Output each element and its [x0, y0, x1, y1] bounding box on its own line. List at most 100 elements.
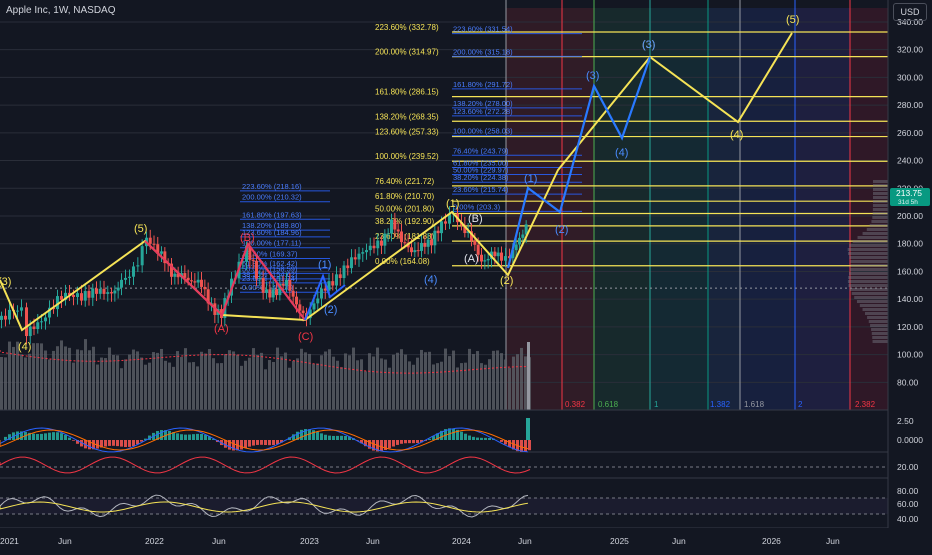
candle-body — [113, 291, 116, 294]
macd-bar — [464, 434, 467, 440]
volume-profile-bar — [871, 328, 888, 331]
volume-bar — [508, 368, 511, 410]
macd-bar — [392, 440, 395, 446]
macd-bar — [248, 440, 251, 447]
candle-body — [521, 235, 524, 238]
macd-bar — [108, 440, 111, 446]
macd-bar — [180, 434, 183, 440]
fib-time-zone — [650, 8, 708, 410]
candle-body — [433, 231, 436, 246]
candle-body — [376, 241, 379, 249]
macd-bar — [104, 440, 107, 447]
time-fib-label: 1.618 — [744, 400, 765, 409]
candle-body — [335, 274, 338, 285]
time-axis-label: 2025 — [610, 536, 629, 546]
candle-body — [430, 240, 433, 246]
macd-bar — [68, 438, 71, 440]
volume-bar — [480, 363, 483, 410]
candle-body — [500, 253, 503, 261]
candle-body — [106, 292, 109, 294]
macd-bar — [336, 436, 339, 440]
candle-body — [316, 298, 319, 303]
macd-bar — [56, 432, 59, 440]
candle-body — [33, 326, 36, 329]
yellow-wave-label: (1) — [446, 198, 459, 210]
volume-profile-bar — [873, 208, 888, 211]
volume-bar — [124, 359, 127, 410]
volume-bar — [160, 349, 163, 410]
volume-bar — [48, 359, 51, 410]
volume-bar — [404, 355, 407, 410]
macd-tick: 2.50 — [897, 416, 914, 426]
fib-level-label: 100.00% (239.52) — [375, 152, 439, 161]
candle-body — [515, 244, 518, 250]
macd-bar — [488, 438, 491, 440]
candle-body — [203, 287, 206, 289]
macd-bar — [468, 436, 471, 440]
candle-body — [343, 265, 346, 278]
volume-bar — [168, 363, 171, 410]
volume-profile-bar — [873, 180, 888, 183]
macd-bar — [52, 432, 55, 440]
volume-profile-bar — [867, 228, 888, 231]
fib2-level-label: 0.00% (203.3) — [453, 202, 501, 211]
volume-bar — [280, 356, 283, 410]
red-wave-label: (C) — [298, 331, 313, 343]
candle-body — [117, 288, 120, 291]
macd-bar — [476, 438, 479, 440]
volume-bar — [244, 361, 247, 410]
candle-body — [361, 252, 364, 254]
candle-body — [518, 238, 521, 245]
volume-bar — [156, 353, 159, 410]
rsi-tick: 40.00 — [897, 514, 919, 524]
volume-bar — [372, 356, 375, 410]
candle-body — [173, 274, 176, 277]
macd-bar — [520, 440, 523, 452]
volume-bar — [92, 347, 95, 410]
current-price-countdown: 31d 5h — [898, 199, 918, 206]
time-axis-label: Jun — [518, 536, 532, 546]
volume-bar — [240, 366, 243, 410]
fib-time-zone — [795, 8, 850, 410]
yellow-wave-label: (3) — [0, 276, 11, 288]
time-axis-label: Jun — [826, 536, 840, 546]
volume-bar — [8, 342, 11, 410]
macd-bar — [64, 435, 67, 440]
volume-bar — [204, 354, 207, 410]
fib-level-label: 200.00% (314.97) — [375, 48, 439, 57]
volume-profile-bar — [857, 300, 888, 303]
volume-profile-bar — [848, 280, 888, 283]
volume-profile-bar — [850, 260, 888, 263]
macd-bar — [316, 432, 319, 440]
volume-bar — [420, 350, 423, 410]
price-tick: 100.00 — [897, 350, 923, 360]
macd-bar — [204, 435, 207, 440]
volume-bar — [392, 355, 395, 410]
fib2-level-label: 100.00% (258.03) — [453, 127, 513, 136]
macd-bar — [132, 440, 135, 446]
candle-body — [393, 220, 396, 230]
price-tick: 260.00 — [897, 128, 923, 138]
macd-bar — [388, 440, 391, 448]
volume-bar — [332, 357, 335, 410]
volume-bar — [364, 371, 367, 410]
volume-bar — [416, 358, 419, 410]
symbol-title: Apple Inc, 1W, NASDAQ — [6, 5, 116, 16]
volume-profile-bar — [851, 264, 888, 267]
candle-body — [403, 242, 406, 243]
volume-bar — [108, 348, 111, 410]
volume-bar — [248, 358, 251, 410]
currency-button[interactable]: USD — [893, 3, 927, 21]
volume-bar — [396, 353, 399, 410]
volume-bar — [188, 362, 191, 410]
time-axis-label: Jun — [672, 536, 686, 546]
macd-bar — [240, 440, 243, 449]
candle-body — [187, 278, 190, 280]
volume-bar — [436, 363, 439, 410]
candle-body — [36, 322, 39, 329]
fib-time-zone — [562, 8, 594, 410]
candle-body — [440, 221, 443, 233]
volume-profile-bar — [853, 240, 888, 243]
